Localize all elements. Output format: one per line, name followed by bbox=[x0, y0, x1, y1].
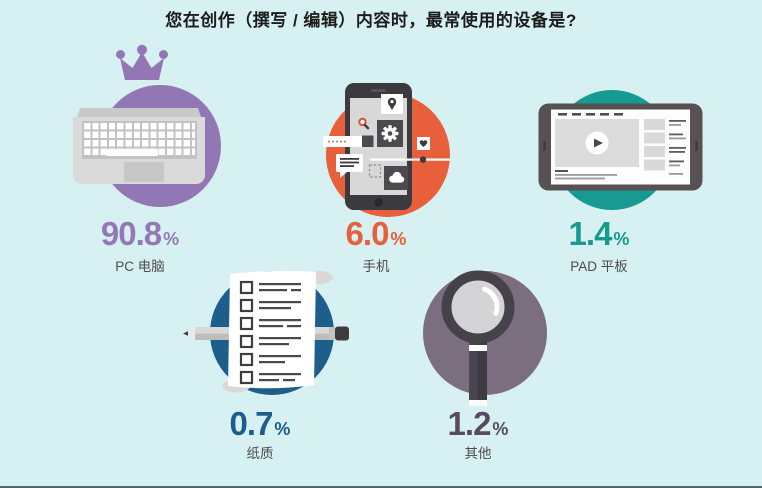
video-player-icon bbox=[555, 119, 639, 167]
device-label-pc: PC 电脑 bbox=[115, 259, 165, 274]
lens-highlight bbox=[482, 286, 500, 316]
percent-number: 1.4 bbox=[568, 215, 613, 252]
tablet-icon bbox=[538, 103, 703, 191]
smartphone-icon bbox=[323, 83, 450, 210]
heart-icon bbox=[417, 137, 430, 150]
device-label-phone: 手机 bbox=[362, 259, 390, 274]
speech-bubble-icon bbox=[336, 154, 363, 178]
device-label-paper: 纸质 bbox=[246, 446, 274, 461]
magnifier-icon bbox=[441, 270, 515, 406]
slider-icon bbox=[370, 156, 450, 163]
device-label-other: 其他 bbox=[464, 446, 492, 461]
phone-speaker bbox=[371, 89, 386, 92]
percent-number: 1.2 bbox=[447, 405, 492, 442]
laptop-icon bbox=[73, 108, 205, 184]
laptop-hinge bbox=[77, 108, 201, 117]
checklist-rows bbox=[239, 280, 301, 385]
gear-icon bbox=[377, 120, 403, 147]
tablet-side-button-right bbox=[695, 141, 698, 151]
tablet-side-button-left bbox=[543, 141, 546, 151]
percent-value-phone: 6.0% bbox=[296, 217, 456, 250]
chart-title: 您在创作（撰写 / 编辑）内容时，最常使用的设备是? bbox=[165, 11, 577, 30]
tablet-nav-tabs bbox=[558, 113, 623, 116]
percent-number: 90.8 bbox=[100, 215, 162, 252]
dashed-selection-icon bbox=[368, 164, 382, 178]
magnifier-lens bbox=[441, 270, 515, 344]
percent-value-pad: 1.4% bbox=[519, 217, 679, 250]
percent-sign: % bbox=[492, 419, 509, 439]
percent-sign: % bbox=[274, 419, 291, 439]
magnifier-handle bbox=[469, 340, 487, 406]
percent-sign: % bbox=[390, 229, 407, 249]
bottom-divider bbox=[0, 486, 762, 488]
tablet-sidebar-list bbox=[644, 119, 686, 171]
percent-sign: % bbox=[613, 229, 630, 249]
cloud-icon bbox=[384, 166, 408, 190]
phone-home-button bbox=[374, 198, 383, 207]
laptop-spacebar bbox=[106, 149, 158, 156]
percent-sign: % bbox=[163, 229, 180, 249]
checklist-pencil-icon bbox=[183, 270, 349, 393]
small-search-icon bbox=[358, 117, 370, 130]
percent-value-other: 1.2% bbox=[398, 407, 558, 440]
tablet-caption-lines bbox=[555, 170, 683, 180]
crown-icon bbox=[116, 44, 168, 80]
percent-number: 6.0 bbox=[345, 215, 390, 252]
laptop-trackpad bbox=[124, 162, 164, 182]
percent-number: 0.7 bbox=[229, 405, 274, 442]
percent-value-pc: 90.8% bbox=[60, 217, 220, 250]
percent-value-paper: 0.7% bbox=[180, 407, 340, 440]
device-label-pad: PAD 平板 bbox=[570, 259, 628, 274]
location-pin-icon bbox=[381, 94, 403, 114]
search-bar-icon bbox=[323, 135, 374, 147]
